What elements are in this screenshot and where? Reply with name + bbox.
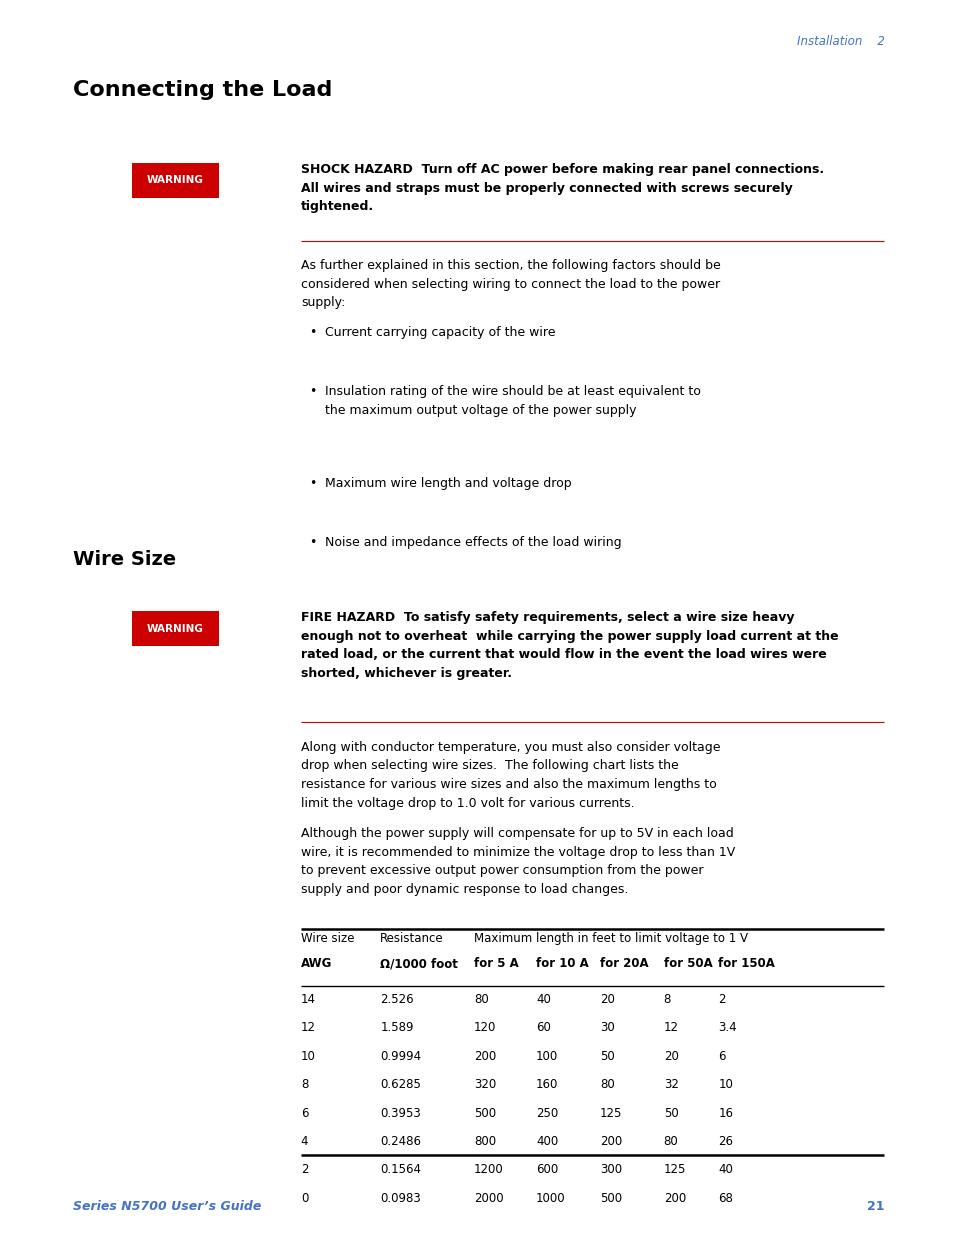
Text: 6: 6 <box>300 1107 308 1120</box>
Text: for 20A: for 20A <box>599 957 648 971</box>
Text: 8: 8 <box>300 1078 308 1092</box>
Text: As further explained in this section, the following factors should be
considered: As further explained in this section, th… <box>300 259 720 309</box>
Text: 80: 80 <box>474 993 488 1007</box>
Text: 0.0983: 0.0983 <box>380 1192 420 1205</box>
Text: 32: 32 <box>663 1078 678 1092</box>
Text: Connecting the Load: Connecting the Load <box>72 80 332 100</box>
Text: WARNING: WARNING <box>147 624 204 634</box>
Text: 2.526: 2.526 <box>380 993 414 1007</box>
Text: Series N5700 User’s Guide: Series N5700 User’s Guide <box>72 1200 261 1214</box>
Text: 800: 800 <box>474 1135 496 1149</box>
Text: Resistance: Resistance <box>380 932 443 946</box>
Text: Wire size: Wire size <box>300 932 354 946</box>
Text: 0.1564: 0.1564 <box>380 1163 421 1177</box>
Text: 300: 300 <box>599 1163 621 1177</box>
Text: Maximum length in feet to limit voltage to 1 V: Maximum length in feet to limit voltage … <box>474 932 747 946</box>
Text: 125: 125 <box>663 1163 685 1177</box>
Text: 20: 20 <box>663 1050 678 1063</box>
Text: Noise and impedance effects of the load wiring: Noise and impedance effects of the load … <box>324 536 620 550</box>
Text: for 50A: for 50A <box>663 957 712 971</box>
Text: 320: 320 <box>474 1078 496 1092</box>
Text: 1200: 1200 <box>474 1163 503 1177</box>
Text: 26: 26 <box>718 1135 733 1149</box>
Text: 20: 20 <box>599 993 614 1007</box>
Text: 50: 50 <box>599 1050 614 1063</box>
Text: 400: 400 <box>536 1135 558 1149</box>
Text: Ω/1000 foot: Ω/1000 foot <box>380 957 457 971</box>
Text: Maximum wire length and voltage drop: Maximum wire length and voltage drop <box>324 477 571 490</box>
Text: 500: 500 <box>599 1192 621 1205</box>
Text: 10: 10 <box>300 1050 315 1063</box>
Text: 0.9994: 0.9994 <box>380 1050 421 1063</box>
Text: 80: 80 <box>663 1135 678 1149</box>
Text: WARNING: WARNING <box>147 175 204 185</box>
Text: 80: 80 <box>599 1078 614 1092</box>
Text: 12: 12 <box>663 1021 678 1035</box>
Text: 2: 2 <box>718 993 725 1007</box>
Text: 8: 8 <box>663 993 670 1007</box>
Text: SHOCK HAZARD  Turn off AC power before making rear panel connections.
All wires : SHOCK HAZARD Turn off AC power before ma… <box>300 163 823 212</box>
Text: Installation    2: Installation 2 <box>796 35 883 48</box>
Text: AWG: AWG <box>300 957 332 971</box>
Text: 200: 200 <box>663 1192 685 1205</box>
Text: 600: 600 <box>536 1163 558 1177</box>
Text: for 5 A: for 5 A <box>474 957 518 971</box>
Text: •: • <box>309 385 316 399</box>
Text: 3.4: 3.4 <box>718 1021 737 1035</box>
Text: 200: 200 <box>474 1050 496 1063</box>
Text: 1000: 1000 <box>536 1192 565 1205</box>
Text: 30: 30 <box>599 1021 614 1035</box>
Text: •: • <box>309 326 316 340</box>
Text: Although the power supply will compensate for up to 5V in each load
wire, it is : Although the power supply will compensat… <box>300 827 735 895</box>
Text: 500: 500 <box>474 1107 496 1120</box>
Text: 16: 16 <box>718 1107 733 1120</box>
Text: Wire Size: Wire Size <box>72 550 176 568</box>
Text: 10: 10 <box>718 1078 733 1092</box>
Text: for 10 A: for 10 A <box>536 957 588 971</box>
Text: 4: 4 <box>300 1135 308 1149</box>
Text: 60: 60 <box>536 1021 551 1035</box>
Text: 0.3953: 0.3953 <box>380 1107 420 1120</box>
Text: 100: 100 <box>536 1050 558 1063</box>
Text: Current carrying capacity of the wire: Current carrying capacity of the wire <box>324 326 555 340</box>
Text: for 150A: for 150A <box>718 957 775 971</box>
Text: 14: 14 <box>300 993 315 1007</box>
Text: 0.2486: 0.2486 <box>380 1135 421 1149</box>
Text: 0: 0 <box>300 1192 308 1205</box>
Text: 21: 21 <box>866 1200 883 1214</box>
Text: 2000: 2000 <box>474 1192 503 1205</box>
Text: 200: 200 <box>599 1135 621 1149</box>
Text: 6: 6 <box>718 1050 725 1063</box>
FancyBboxPatch shape <box>132 163 218 198</box>
Text: 250: 250 <box>536 1107 558 1120</box>
Text: 120: 120 <box>474 1021 496 1035</box>
Text: 1.589: 1.589 <box>380 1021 414 1035</box>
Text: 125: 125 <box>599 1107 621 1120</box>
Text: 12: 12 <box>300 1021 315 1035</box>
Text: 2: 2 <box>300 1163 308 1177</box>
Text: 50: 50 <box>663 1107 678 1120</box>
Text: 68: 68 <box>718 1192 733 1205</box>
Text: 160: 160 <box>536 1078 558 1092</box>
Text: Along with conductor temperature, you must also consider voltage
drop when selec: Along with conductor temperature, you mu… <box>300 741 720 809</box>
Text: 0.6285: 0.6285 <box>380 1078 420 1092</box>
Text: Insulation rating of the wire should be at least equivalent to
the maximum outpu: Insulation rating of the wire should be … <box>324 385 700 417</box>
Text: 40: 40 <box>536 993 551 1007</box>
Text: •: • <box>309 477 316 490</box>
FancyBboxPatch shape <box>132 611 218 646</box>
Text: •: • <box>309 536 316 550</box>
Text: FIRE HAZARD  To satisfy safety requirements, select a wire size heavy
enough not: FIRE HAZARD To satisfy safety requiremen… <box>300 611 838 679</box>
Text: 40: 40 <box>718 1163 733 1177</box>
